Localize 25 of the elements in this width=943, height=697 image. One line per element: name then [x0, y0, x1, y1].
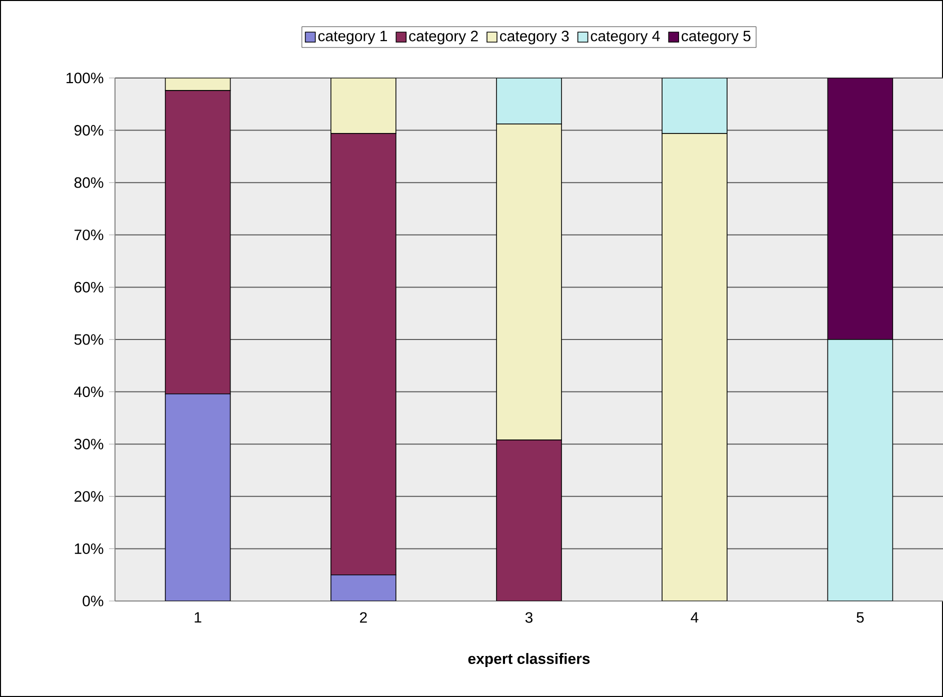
y-tick-label: 60% — [74, 282, 104, 293]
legend-label: category 1 — [318, 30, 387, 44]
y-tick-label: 10% — [74, 543, 104, 554]
legend-label: category 2 — [409, 30, 478, 44]
x-tick-label: 2 — [360, 612, 367, 623]
y-tick-label: 100% — [66, 72, 104, 84]
x-tick-label: 4 — [690, 612, 698, 623]
x-tick-label: 5 — [856, 612, 864, 623]
x-tick-label: 3 — [525, 612, 533, 623]
y-tick-label: 30% — [74, 438, 104, 450]
y-tick-label: 40% — [74, 386, 104, 398]
legend-label: category 4 — [590, 30, 660, 44]
y-tick-label: 70% — [74, 230, 104, 240]
x-axis-title: expert classifiers — [468, 653, 590, 667]
bar — [496, 440, 562, 601]
y-tick-label: 90% — [74, 124, 104, 136]
legend-label: category 5 — [682, 30, 750, 44]
bar — [330, 133, 396, 576]
y-tick-label: 80% — [74, 177, 104, 188]
y-tick-label: 0% — [82, 596, 104, 606]
x-tick-label: 1 — [194, 612, 202, 623]
y-tick-label: 50% — [74, 334, 104, 345]
legend-label: category 3 — [500, 30, 569, 44]
bar — [164, 90, 231, 394]
y-tick-label: 20% — [74, 491, 104, 502]
